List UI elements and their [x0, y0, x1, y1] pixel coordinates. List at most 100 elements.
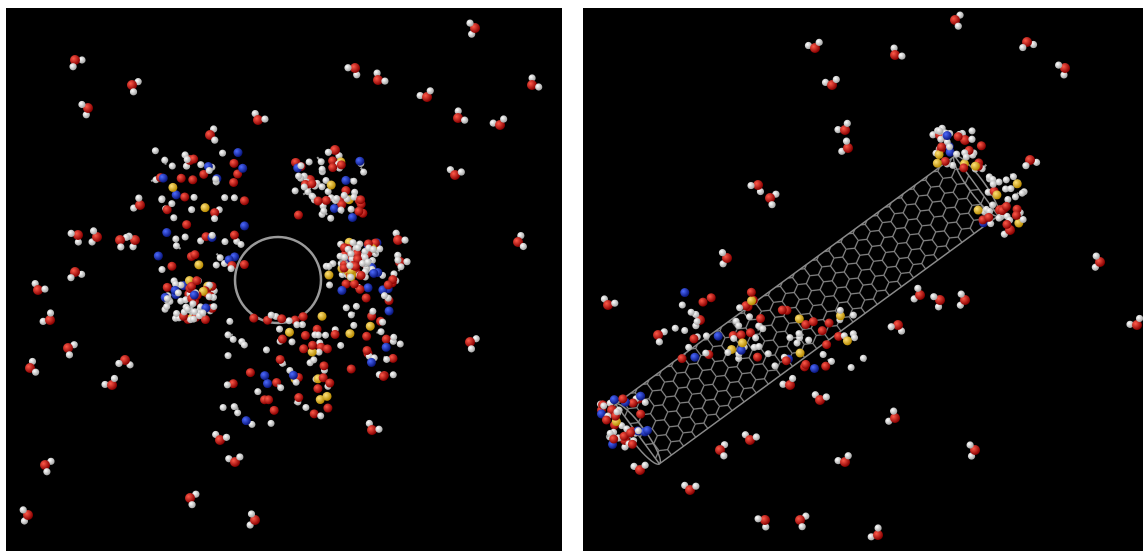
- hydrogen: [47, 309, 54, 316]
- atom: [1019, 190, 1026, 197]
- hydrogen: [401, 237, 408, 244]
- atom: [210, 303, 217, 310]
- hydrogen: [381, 77, 388, 84]
- atom: [341, 176, 350, 185]
- atom: [1012, 193, 1019, 200]
- hydrogen: [843, 138, 850, 145]
- hydrogen: [344, 64, 351, 71]
- atom: [977, 141, 986, 150]
- atom: [821, 362, 830, 371]
- atom: [172, 235, 179, 242]
- atom: [366, 322, 375, 331]
- atom: [746, 313, 753, 320]
- atom: [286, 317, 293, 324]
- atom: [170, 214, 177, 221]
- atom: [679, 301, 686, 308]
- atom: [161, 157, 168, 164]
- hydrogen: [845, 452, 852, 459]
- hydrogen: [223, 434, 230, 441]
- atom: [974, 206, 983, 215]
- atom: [347, 274, 354, 281]
- hydrogen: [66, 351, 73, 358]
- hydrogen: [520, 243, 527, 250]
- hydrogen: [466, 19, 473, 26]
- atom: [206, 167, 213, 174]
- atom: [225, 352, 232, 359]
- hydrogen: [968, 136, 975, 143]
- atom: [294, 393, 303, 402]
- atom: [285, 328, 294, 337]
- hydrogen: [68, 230, 75, 237]
- atom: [809, 317, 818, 326]
- atom: [299, 312, 308, 321]
- left-panel: [6, 8, 562, 551]
- hydrogen: [403, 258, 410, 265]
- atom: [268, 420, 275, 427]
- atom: [220, 404, 227, 411]
- atom: [177, 174, 186, 183]
- atom: [756, 314, 765, 323]
- atom: [347, 364, 356, 373]
- hydrogen: [468, 345, 475, 352]
- atom: [350, 322, 357, 329]
- atom: [325, 263, 332, 270]
- hydrogen: [816, 39, 823, 46]
- atom: [610, 395, 619, 404]
- atom: [953, 151, 960, 158]
- hydrogen: [1022, 162, 1029, 169]
- atom: [643, 426, 652, 435]
- hydrogen: [375, 426, 382, 433]
- hydrogen: [823, 393, 830, 400]
- oxygen: [127, 80, 137, 90]
- atom: [231, 403, 238, 410]
- atom: [277, 314, 286, 323]
- hydrogen: [833, 76, 840, 83]
- hydrogen: [78, 101, 85, 108]
- atom: [189, 300, 196, 307]
- atom: [318, 312, 327, 321]
- atom: [801, 360, 810, 369]
- atom: [959, 163, 968, 172]
- atom: [765, 350, 772, 357]
- atom: [747, 288, 756, 297]
- atom: [263, 379, 272, 388]
- atom: [188, 175, 197, 184]
- atom: [382, 343, 391, 352]
- atom: [297, 162, 304, 169]
- oxygen: [73, 230, 83, 240]
- atom: [635, 427, 642, 434]
- atom: [217, 254, 224, 261]
- atom: [1002, 220, 1011, 229]
- atom: [308, 341, 317, 350]
- atom: [314, 196, 323, 205]
- atom: [730, 335, 737, 342]
- hydrogen: [111, 375, 118, 382]
- hydrogen: [958, 291, 965, 298]
- hydrogen: [967, 441, 974, 448]
- atom: [289, 371, 298, 380]
- atom: [600, 402, 607, 409]
- atom: [851, 334, 858, 341]
- atom: [229, 159, 238, 168]
- page: (() => { const data = JSON.parse(documen…: [0, 0, 1143, 551]
- atom: [219, 150, 226, 157]
- atom: [182, 220, 191, 229]
- atom: [230, 336, 237, 343]
- hydrogen: [211, 137, 218, 144]
- atom: [941, 157, 950, 166]
- hydrogen: [427, 87, 434, 94]
- atom: [755, 343, 762, 350]
- atom: [752, 334, 759, 341]
- atom: [850, 312, 857, 319]
- atom: [231, 194, 238, 201]
- atom: [378, 328, 385, 335]
- atom: [362, 332, 371, 341]
- atom: [794, 340, 801, 347]
- atom: [367, 358, 376, 367]
- atom: [158, 196, 165, 203]
- atom: [771, 362, 778, 369]
- atom: [602, 415, 611, 424]
- atom: [810, 364, 819, 373]
- hydrogen: [130, 88, 137, 95]
- hydrogen: [236, 453, 243, 460]
